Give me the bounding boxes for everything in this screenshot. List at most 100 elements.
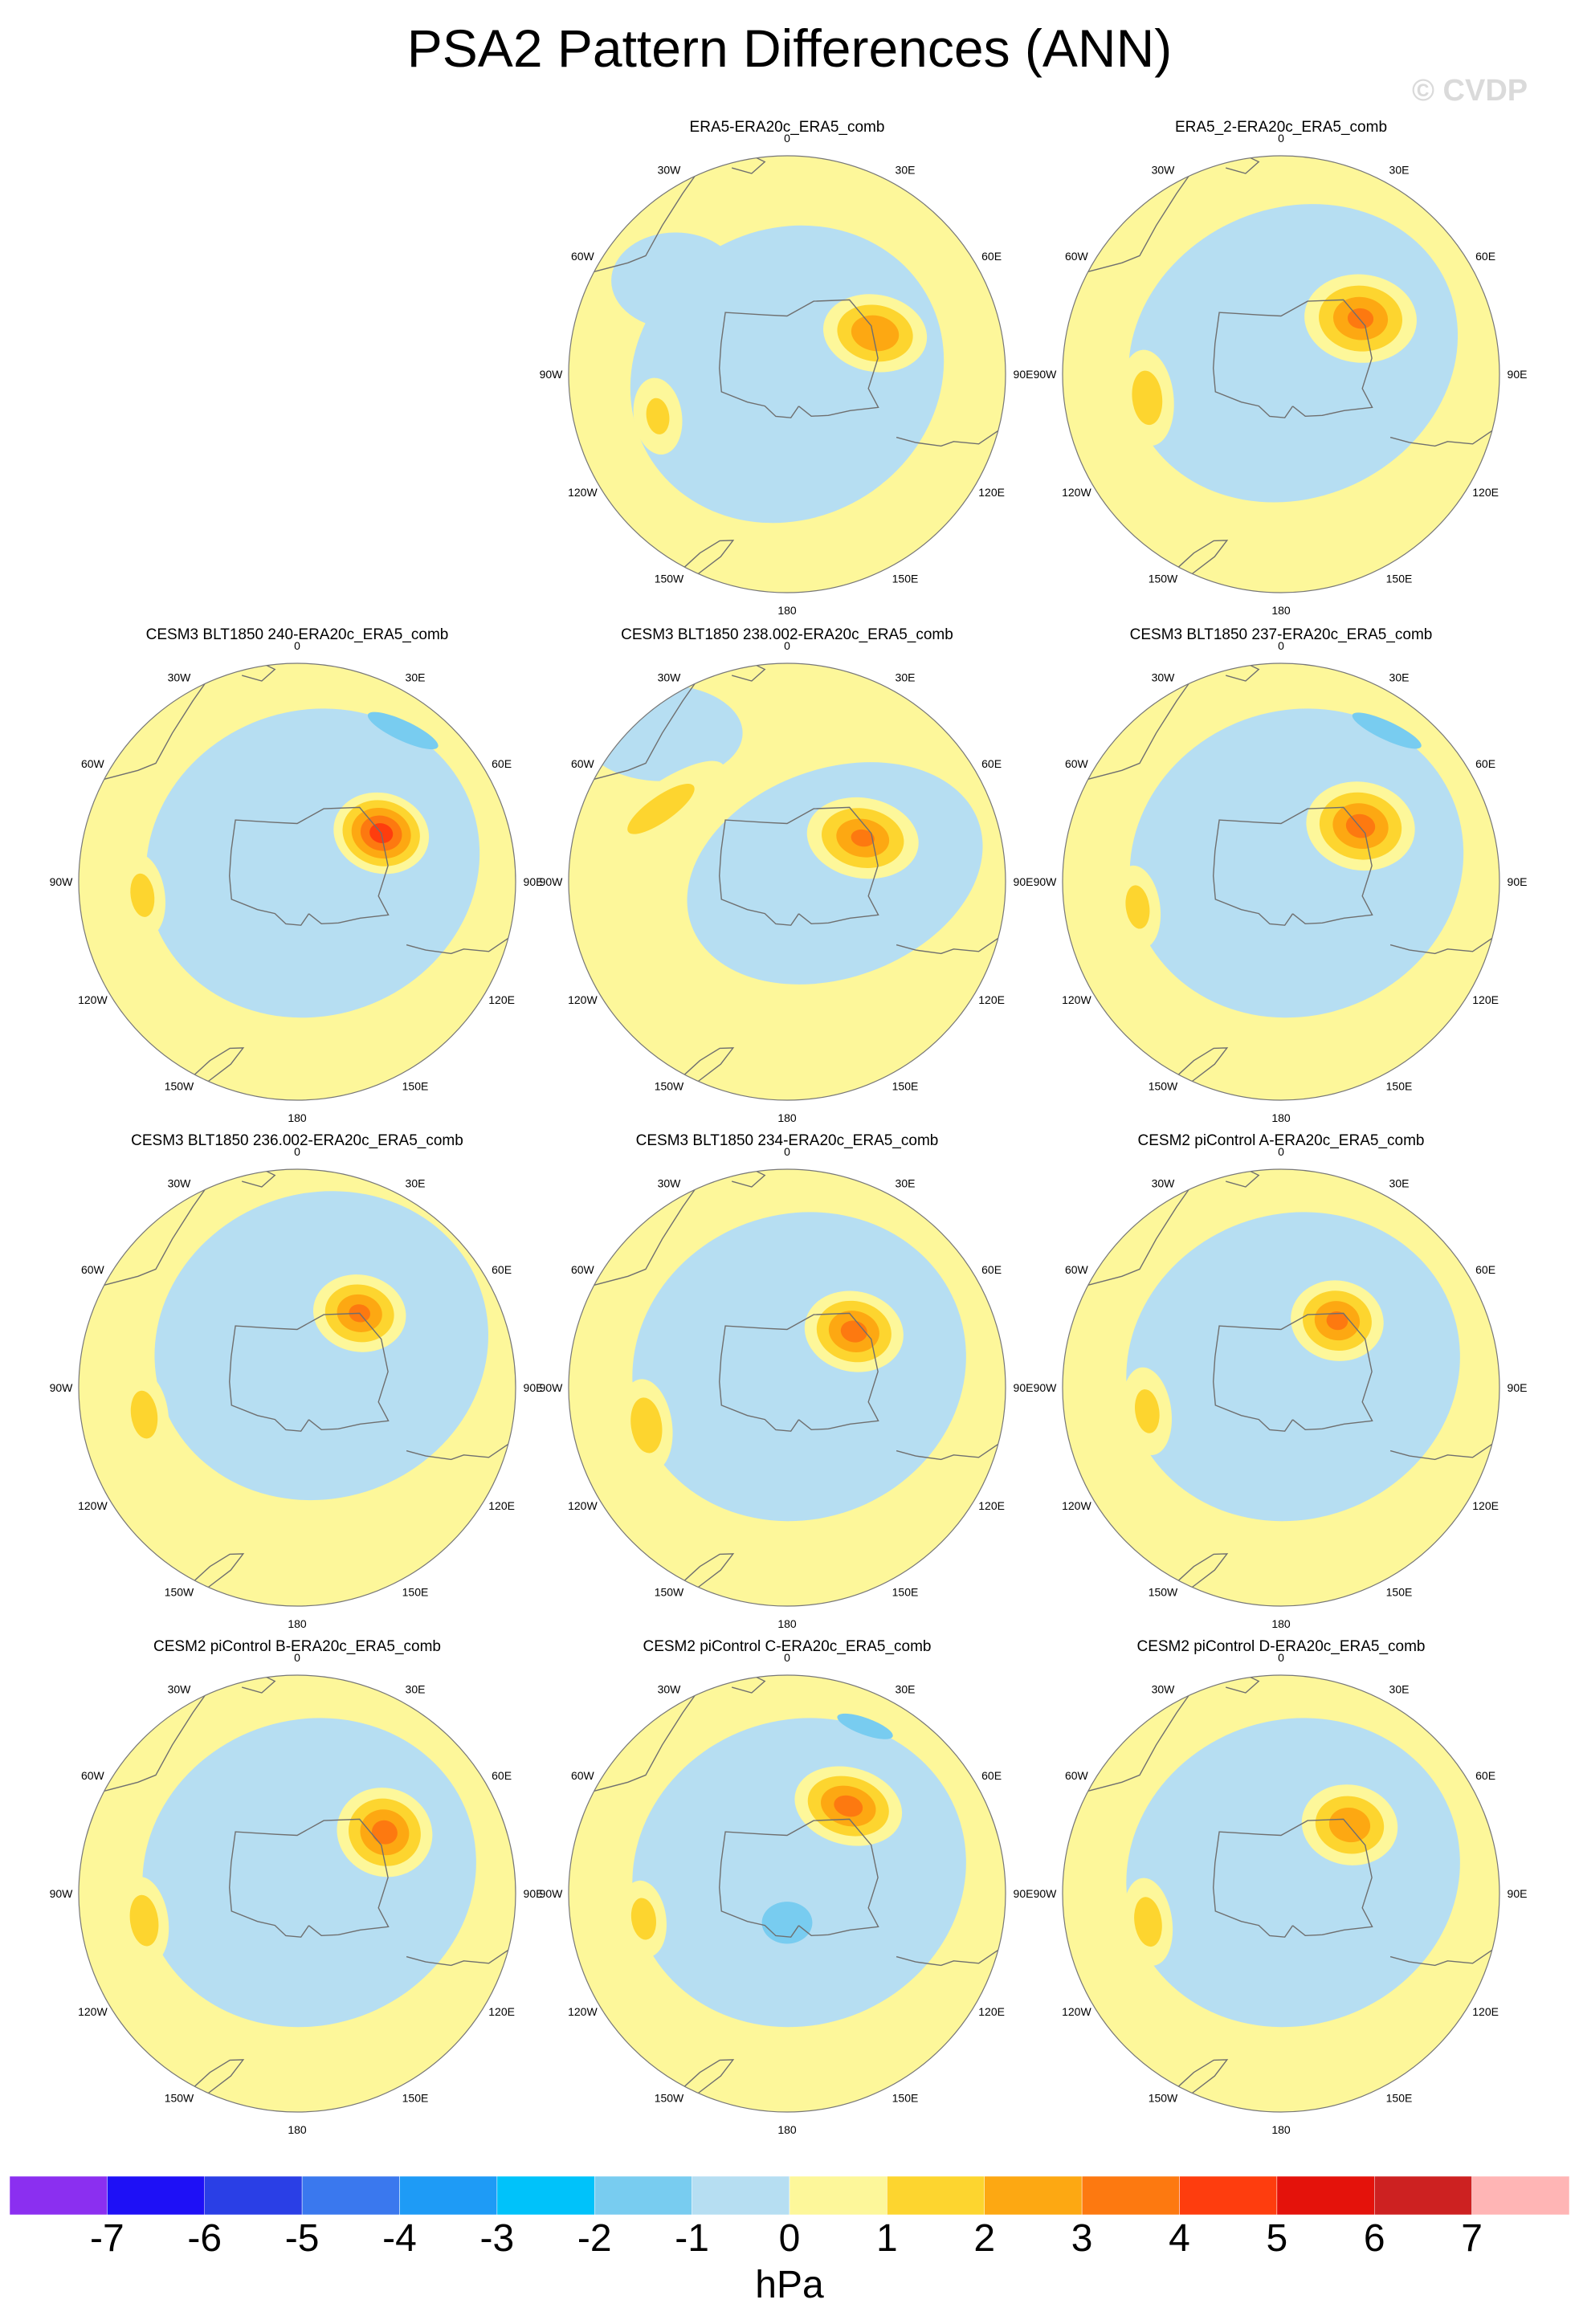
coastline xyxy=(1226,664,1260,682)
longitude-label: 30E xyxy=(896,1176,916,1189)
negative-zone xyxy=(1126,1212,1460,1522)
longitude-label: 60E xyxy=(1475,757,1495,770)
coastline xyxy=(732,1676,766,1694)
colorbar-tick-label: -7 xyxy=(90,2217,124,2260)
longitude-label: 90W xyxy=(540,1381,564,1394)
coastline xyxy=(194,2059,245,2094)
longitude-label: 30W xyxy=(1152,671,1176,683)
longitude-label: 180 xyxy=(777,604,797,617)
colorbar-tick-label: 7 xyxy=(1461,2217,1483,2260)
longitude-label: 90E xyxy=(524,1381,544,1394)
positive-anomaly-contour xyxy=(1328,1807,1371,1843)
longitude-label: 30W xyxy=(1152,1176,1176,1189)
longitude-label: 90E xyxy=(524,875,544,888)
longitude-label: 180 xyxy=(288,1617,307,1630)
longitude-label: 90E xyxy=(1508,1887,1528,1900)
longitude-label: 30E xyxy=(406,1176,426,1189)
colorbar xyxy=(10,2176,1569,2215)
longitude-label: 60E xyxy=(1475,1263,1495,1276)
positive-anomaly-contour xyxy=(834,1795,863,1817)
longitude-label: 0 xyxy=(1278,132,1284,145)
colorbar-swatch xyxy=(301,2176,400,2215)
coastline xyxy=(1389,1949,1493,1967)
polar-map: 0 30E 60E 90E 120E 150E 180 150W 120W 90W 60W 30W xyxy=(540,639,1034,1124)
map-border xyxy=(1062,155,1500,593)
longitude-label: 60W xyxy=(571,1769,595,1782)
polar-map: 0 30E 60E 90E 120E 150E 180 150W 120W 90W 60W 30W xyxy=(50,1651,544,2136)
longitude-label: 120W xyxy=(78,2005,108,2018)
cvdp-watermark: © CVDP xyxy=(1412,74,1528,108)
colorbar-swatch xyxy=(1179,2176,1278,2215)
map-border xyxy=(78,1674,516,2113)
colorbar-tick-label: 4 xyxy=(1169,2217,1190,2260)
polar-map: 0 30E 60E 90E 120E 150E 180 150W 120W 90W 60W 30W xyxy=(540,132,1034,617)
longitude-label: 120E xyxy=(978,993,1005,1006)
longitude-label: 150W xyxy=(655,1586,684,1599)
coastline xyxy=(594,683,696,780)
longitude-label: 30E xyxy=(406,671,426,683)
coastline xyxy=(104,1189,206,1286)
panel-title: CESM2 piControl B-ERA20c_ERA5_comb xyxy=(153,1638,441,1655)
longitude-label: 60E xyxy=(981,757,1002,770)
map-border xyxy=(78,663,516,1101)
coastline xyxy=(104,1695,206,1792)
longitude-label: 60E xyxy=(492,757,512,770)
longitude-label: 120W xyxy=(78,993,108,1006)
coastline xyxy=(194,1047,245,1082)
positive-anomaly-contour xyxy=(829,2046,865,2069)
coastline xyxy=(1212,806,1373,926)
longitude-label: 30E xyxy=(1389,163,1410,176)
longitude-label: 90E xyxy=(1014,1887,1034,1900)
longitude-label: 90E xyxy=(1014,875,1034,888)
coastline xyxy=(228,1312,390,1432)
panel-title: CESM3 BLT1850 234-ERA20c_ERA5_comb xyxy=(635,1132,939,1149)
longitude-label: 90W xyxy=(50,1887,74,1900)
map-panel-b238: CESM3 BLT1850 238.002-ERA20c_ERA5_comb 0 3… xyxy=(538,626,1036,1124)
positive-anomaly-contour xyxy=(646,398,670,434)
longitude-label: 30W xyxy=(658,1682,682,1695)
positive-anomaly-contour xyxy=(1134,1389,1160,1433)
coastline xyxy=(896,1443,999,1461)
colorbar-swatch xyxy=(107,2176,205,2215)
longitude-label: 150E xyxy=(1386,2092,1413,2105)
polar-map: 0 30E 60E 90E 120E 150E 180 150W 120W 90W 60W 30W xyxy=(1034,639,1528,1124)
longitude-label: 150E xyxy=(892,2092,919,2105)
colorbar-tick-label: -3 xyxy=(479,2217,515,2260)
longitude-label: 30W xyxy=(168,1176,192,1189)
negative-anomaly-contour xyxy=(367,711,439,750)
map-panel-picA: CESM2 piControl A-ERA20c_ERA5_comb 0 30E 60… xyxy=(1032,1132,1530,1630)
longitude-label: 120E xyxy=(488,2005,515,2018)
negative-zone xyxy=(611,232,741,329)
map-panel-b234: CESM3 BLT1850 234-ERA20c_ERA5_comb 0 30E 60… xyxy=(538,1132,1036,1630)
map-panel-picD: CESM2 piControl D-ERA20c_ERA5_comb 0 30E 60… xyxy=(1032,1638,1530,2136)
longitude-label: 90E xyxy=(524,1887,544,1900)
positive-anomaly-contour xyxy=(1134,1897,1162,1947)
positive-anomaly-contour xyxy=(371,1820,398,1845)
panel-title: CESM3 BLT1850 238.002-ERA20c_ERA5_comb xyxy=(621,626,953,643)
map-field xyxy=(569,1675,1006,2112)
negative-anomaly-contour xyxy=(837,1713,893,1739)
panel-title: CESM3 BLT1850 236.002-ERA20c_ERA5_comb xyxy=(131,1132,463,1149)
negative-zone xyxy=(632,1212,966,1522)
longitude-label: 30W xyxy=(658,163,682,176)
positive-anomaly-contour xyxy=(129,1894,159,1947)
map-border xyxy=(568,1674,1006,2113)
coastline xyxy=(1389,937,1493,955)
positive-anomaly-contour xyxy=(130,873,155,917)
coastline xyxy=(718,1818,879,1938)
map-panel-picC: CESM2 piControl C-ERA20c_ERA5_comb 0 30E 60… xyxy=(538,1638,1036,2136)
panel-title: ERA5_2-ERA20c_ERA5_comb xyxy=(1174,119,1388,136)
panel-title: CESM3 BLT1850 237-ERA20c_ERA5_comb xyxy=(1129,626,1433,643)
positive-anomaly-contour xyxy=(851,315,900,352)
colorbar-swatch xyxy=(692,2176,790,2215)
longitude-label: 150W xyxy=(655,573,684,585)
longitude-label: 90W xyxy=(50,875,74,888)
coastline xyxy=(683,1047,735,1082)
coastline xyxy=(732,1170,766,1188)
positive-anomaly-contour xyxy=(1125,885,1150,929)
longitude-label: 120W xyxy=(568,486,598,499)
coastline xyxy=(228,1818,390,1938)
coastline xyxy=(1087,683,1189,780)
positive-anomaly-contour xyxy=(630,1397,663,1454)
longitude-label: 120E xyxy=(1472,486,1499,499)
